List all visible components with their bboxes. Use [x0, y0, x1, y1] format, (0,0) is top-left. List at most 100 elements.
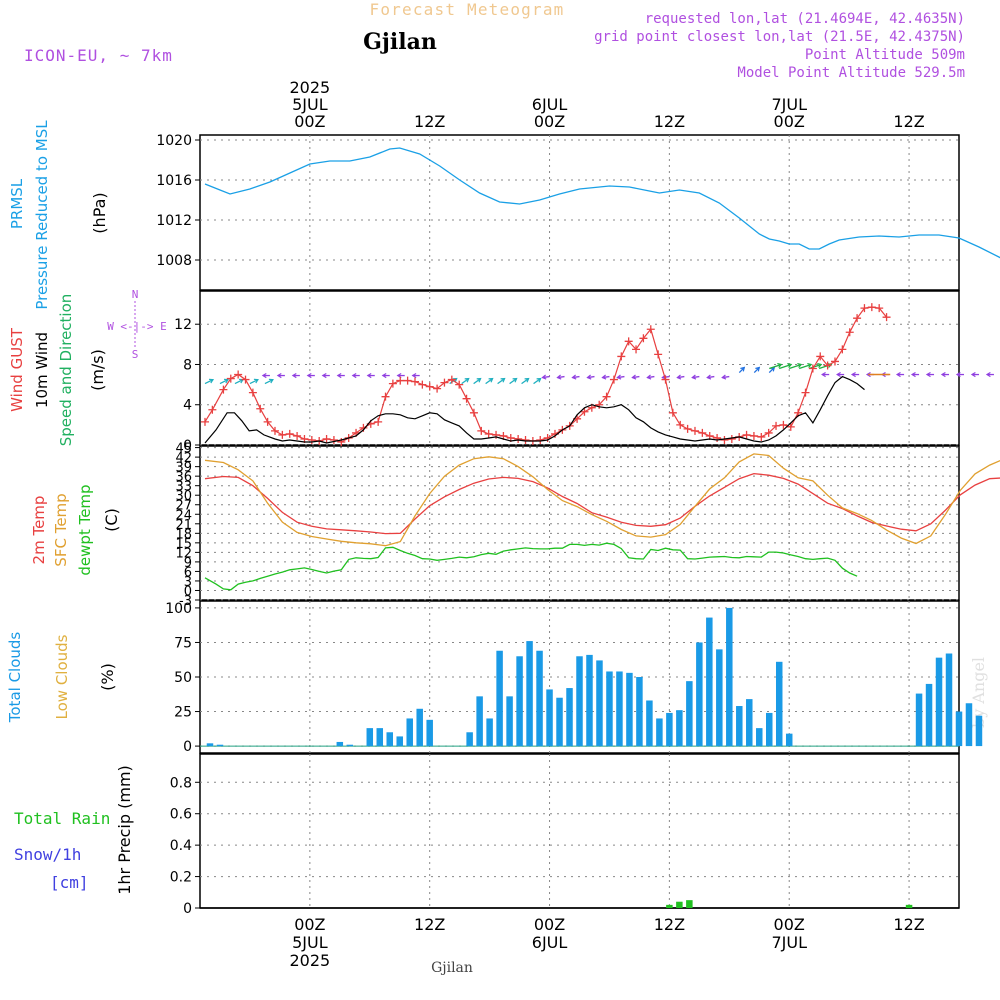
cloud-bar [766, 712, 773, 747]
gust-marker [248, 388, 257, 397]
clouds-unit: (%) [98, 663, 117, 691]
gust-marker [337, 437, 346, 446]
clouds-ytick-label: 50 [174, 670, 192, 686]
gust-marker [307, 435, 316, 444]
gust-marker [786, 422, 795, 431]
wind-arrow-head [586, 374, 592, 380]
cloud-bar [746, 699, 753, 747]
gust-marker [285, 429, 294, 438]
wind-arrow-head [706, 374, 712, 380]
wind-arrow-head [253, 378, 259, 384]
wind-arrow-head [276, 372, 282, 379]
gust-marker [329, 435, 338, 444]
cloud-bar [785, 733, 793, 747]
product-title: Forecast Meteogram [370, 0, 565, 19]
wind-arrow-head [381, 372, 387, 379]
wind-arrow-head [631, 374, 637, 380]
pressure-label-1: PRMSL [8, 178, 26, 229]
snow-unit-legend: [cm] [50, 873, 89, 892]
wind-arrow-head [970, 371, 976, 378]
gust-marker [433, 384, 442, 393]
wind-arrow [632, 375, 640, 379]
pressure-ytick-label: 1008 [156, 253, 192, 269]
gust-marker [823, 361, 832, 370]
cloud-bar [366, 728, 374, 747]
gust-marker [514, 434, 523, 443]
wind-ytick-label: 4 [183, 398, 192, 414]
wind-arrow [234, 379, 244, 385]
cloud-bar [666, 712, 673, 747]
cloud-bar [426, 719, 433, 747]
wind-ytick-label: 8 [183, 357, 192, 373]
wind-arrow-head [817, 363, 823, 368]
wind-arrow-head [925, 371, 931, 378]
cloud-bar [506, 696, 513, 747]
wind-arrow [219, 379, 229, 385]
cloud-bar [396, 736, 403, 747]
wind-arrow [768, 367, 775, 373]
wind-arrow-head [827, 363, 833, 368]
gust-marker [698, 428, 707, 437]
wind-arrow-head [411, 372, 417, 379]
chart-layer: 100810121016102004812-303691215182124273… [6, 78, 1000, 970]
gust-marker [808, 364, 817, 373]
cloud-bar [945, 653, 953, 747]
gust-marker [440, 378, 449, 387]
cloud-bar [965, 703, 973, 747]
precip-ytick-label: 0.8 [170, 775, 192, 791]
wind-arrow-head [955, 371, 961, 378]
point-altitude: Point Altitude 509m [805, 47, 965, 63]
wind-arrow-head [571, 374, 577, 380]
gust-marker [388, 379, 397, 388]
wind-ytick-label: 12 [174, 317, 192, 333]
temperature-ytick-label: 30 [175, 489, 192, 504]
temperature-ytick-label: 33 [175, 480, 192, 495]
wind-arrow-head [940, 371, 946, 378]
gust-marker [293, 431, 302, 440]
temperature-ytick-label: 24 [175, 508, 192, 523]
wind-arrow [617, 375, 625, 379]
cloud-bar [706, 617, 713, 747]
wind-arrow-head [306, 372, 312, 379]
wind-arrow-head [787, 363, 793, 368]
gust-marker [779, 420, 788, 429]
cloud-bar [676, 710, 683, 747]
wind-arrow [542, 375, 550, 379]
top-time-label: 7JUL [771, 95, 807, 114]
temperature-panel-frame [199, 445, 960, 601]
cloud-bar [935, 657, 943, 747]
gust-marker [609, 375, 618, 384]
gust-marker [359, 423, 368, 432]
rain-legend: Total Rain [14, 809, 110, 828]
rain-bar [666, 904, 673, 908]
wind-arrow [738, 367, 745, 373]
top-time-label: 2025 [289, 78, 330, 97]
wind-dir-label: Speed and Direction [57, 294, 75, 447]
gust-marker [322, 434, 331, 443]
gust-marker [853, 314, 862, 323]
bottom-time-label: 12Z [654, 915, 685, 934]
wind-arrow [497, 378, 505, 385]
wind-arrow [533, 378, 541, 385]
temperature-ytick-label: 42 [175, 451, 192, 466]
bottom-time-label: 00Z [294, 915, 325, 934]
bottom-time-label: 00Z [534, 915, 565, 934]
gust-marker [381, 392, 390, 401]
top-time-label: 00Z [774, 112, 805, 131]
wind-arrow [779, 363, 792, 370]
temperature-ytick-label: -3 [179, 594, 192, 609]
wind-arrow-head [351, 372, 357, 379]
wind-arrow-head [208, 378, 215, 384]
precip-ytick-label: 0.2 [170, 870, 192, 886]
wind-unit: (m/s) [88, 349, 107, 391]
top-time-label: 00Z [534, 112, 565, 131]
cloud-bar [736, 706, 743, 747]
gust-marker [838, 345, 847, 354]
gust-marker [447, 375, 456, 384]
wind-arrow-head [646, 374, 652, 380]
cloud-bar [556, 697, 563, 747]
cloud-bar [476, 696, 483, 747]
gust-marker [690, 426, 699, 435]
precip-ytick-label: 0.4 [170, 838, 192, 854]
prmsl-line [204, 147, 1000, 259]
